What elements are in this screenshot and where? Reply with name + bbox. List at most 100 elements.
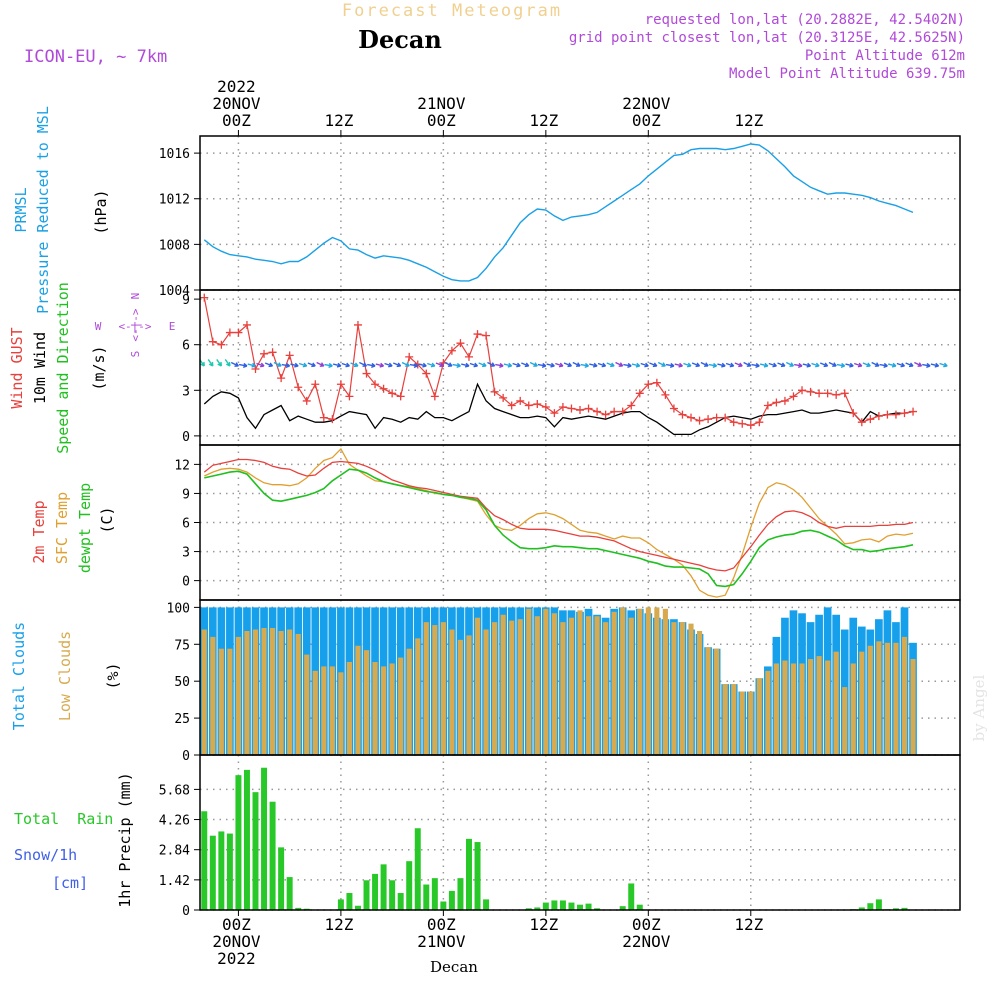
low-clouds-bar xyxy=(227,648,233,755)
panel-frames xyxy=(199,135,961,911)
wind-speed-line xyxy=(203,382,914,436)
gust-point xyxy=(712,413,721,422)
rain-bar xyxy=(218,831,225,910)
low-clouds-bar xyxy=(329,666,335,755)
gust-point xyxy=(789,392,798,401)
wind-direction-arrow xyxy=(444,361,453,367)
low-clouds-bar xyxy=(739,691,745,755)
low-clouds-bar xyxy=(526,608,532,755)
wind-direction-arrow xyxy=(905,362,914,368)
rain-bar xyxy=(534,907,541,910)
wind-direction-arrow xyxy=(734,362,743,368)
low-clouds-bar xyxy=(466,635,472,755)
compass-we-arrows: <-|-> xyxy=(118,320,151,333)
wind-direction-arrow xyxy=(521,362,530,368)
rain-bar xyxy=(286,877,293,910)
wind-direction-arrow xyxy=(503,362,513,368)
wind-direction-arrow xyxy=(487,361,496,367)
bottom-time-label: 00Z xyxy=(427,915,456,934)
wind-direction-arrow xyxy=(324,362,333,368)
gust-point xyxy=(652,378,661,387)
gust-point xyxy=(584,404,593,413)
rain-bar xyxy=(568,902,575,910)
gust-point xyxy=(328,415,337,424)
gust-point xyxy=(601,410,610,419)
rain-label: Total Rain xyxy=(14,810,113,828)
gust-point xyxy=(482,331,491,340)
low-clouds-bar xyxy=(765,670,771,755)
y-tick-label: 0 xyxy=(182,904,190,919)
wind-direction-arrow xyxy=(332,362,342,368)
gust-point xyxy=(832,390,841,399)
pressure-line xyxy=(203,143,914,282)
wind-direction-arrow xyxy=(853,362,863,368)
rain-bar xyxy=(226,833,233,910)
gust-point xyxy=(695,416,704,425)
wind-direction-arrow xyxy=(589,362,598,368)
wind-direction-arrow xyxy=(615,361,624,367)
low-clouds-bar xyxy=(688,623,694,755)
y-tick-label: 1004 xyxy=(159,284,190,299)
gust-point xyxy=(268,348,277,357)
compass-north: N xyxy=(129,293,142,300)
gust-point xyxy=(815,389,824,398)
low-clouds-bar xyxy=(372,662,378,755)
gust-point xyxy=(746,421,755,430)
wind-direction-arrow xyxy=(247,362,256,368)
gust-point xyxy=(371,380,380,389)
y-tick-label: 3 xyxy=(182,384,190,399)
precip-unit: 1hr Precip (mm) xyxy=(116,772,134,907)
low-clouds-bar xyxy=(389,663,395,755)
top-time-label: 12Z xyxy=(734,111,763,130)
wind-direction-arrow xyxy=(316,361,325,367)
wind-direction-arrow xyxy=(409,362,419,368)
wind-direction-arrow xyxy=(606,362,615,368)
rain-bar xyxy=(483,899,490,910)
wind-direction-arrow xyxy=(665,362,675,368)
rain-bar xyxy=(423,884,430,910)
rain-bar xyxy=(542,902,549,910)
low-clouds-bar xyxy=(295,633,301,755)
direction-label: Speed and Direction xyxy=(54,282,72,454)
y-tick-label: 50 xyxy=(174,675,190,690)
y-tick-label: 4.26 xyxy=(159,814,190,829)
low-clouds-bar xyxy=(577,610,583,755)
wind-direction-arrow xyxy=(623,362,632,368)
low-clouds-bar xyxy=(252,629,259,755)
gust-point xyxy=(464,352,473,361)
low-clouds-bar xyxy=(440,622,446,755)
bottom-time-label: 22NOV xyxy=(622,932,671,951)
gust-point xyxy=(336,380,345,389)
footer-location: Decan xyxy=(430,958,478,976)
top-time-label: 12Z xyxy=(529,111,558,130)
pressure-label: PRMSL xyxy=(12,187,30,232)
wind-direction-arrow xyxy=(914,361,923,367)
wind-direction-arrow xyxy=(537,362,547,368)
y-tick-label: 12 xyxy=(174,458,190,473)
low-clouds-bar xyxy=(603,622,609,755)
gust-point xyxy=(729,418,738,427)
gust-point xyxy=(704,415,713,424)
wind-direction-arrow xyxy=(256,362,265,368)
low-clouds-bar xyxy=(509,620,515,755)
temp2m-label: 2m Temp xyxy=(30,500,48,563)
credit-watermark: by Angel xyxy=(970,674,988,741)
low-clouds-bar xyxy=(474,617,481,755)
wind-direction-arrow xyxy=(359,361,368,367)
wind-direction-arrow xyxy=(495,362,504,368)
panel-frame xyxy=(199,135,961,291)
rain-bar xyxy=(867,903,874,910)
wind-direction-arrow xyxy=(512,362,521,368)
wind-direction-arrow xyxy=(828,361,837,367)
gust-point xyxy=(225,328,234,337)
gust-point xyxy=(405,352,414,361)
low-clouds-bar xyxy=(235,636,241,755)
wind-direction-arrow xyxy=(657,361,666,367)
low-clouds-bar xyxy=(876,641,882,755)
gust-point xyxy=(302,396,311,405)
wind-direction-arrow xyxy=(529,361,538,367)
gust-point xyxy=(627,401,636,410)
panel-frame xyxy=(199,444,961,601)
temp-unit: (C) xyxy=(98,506,116,533)
